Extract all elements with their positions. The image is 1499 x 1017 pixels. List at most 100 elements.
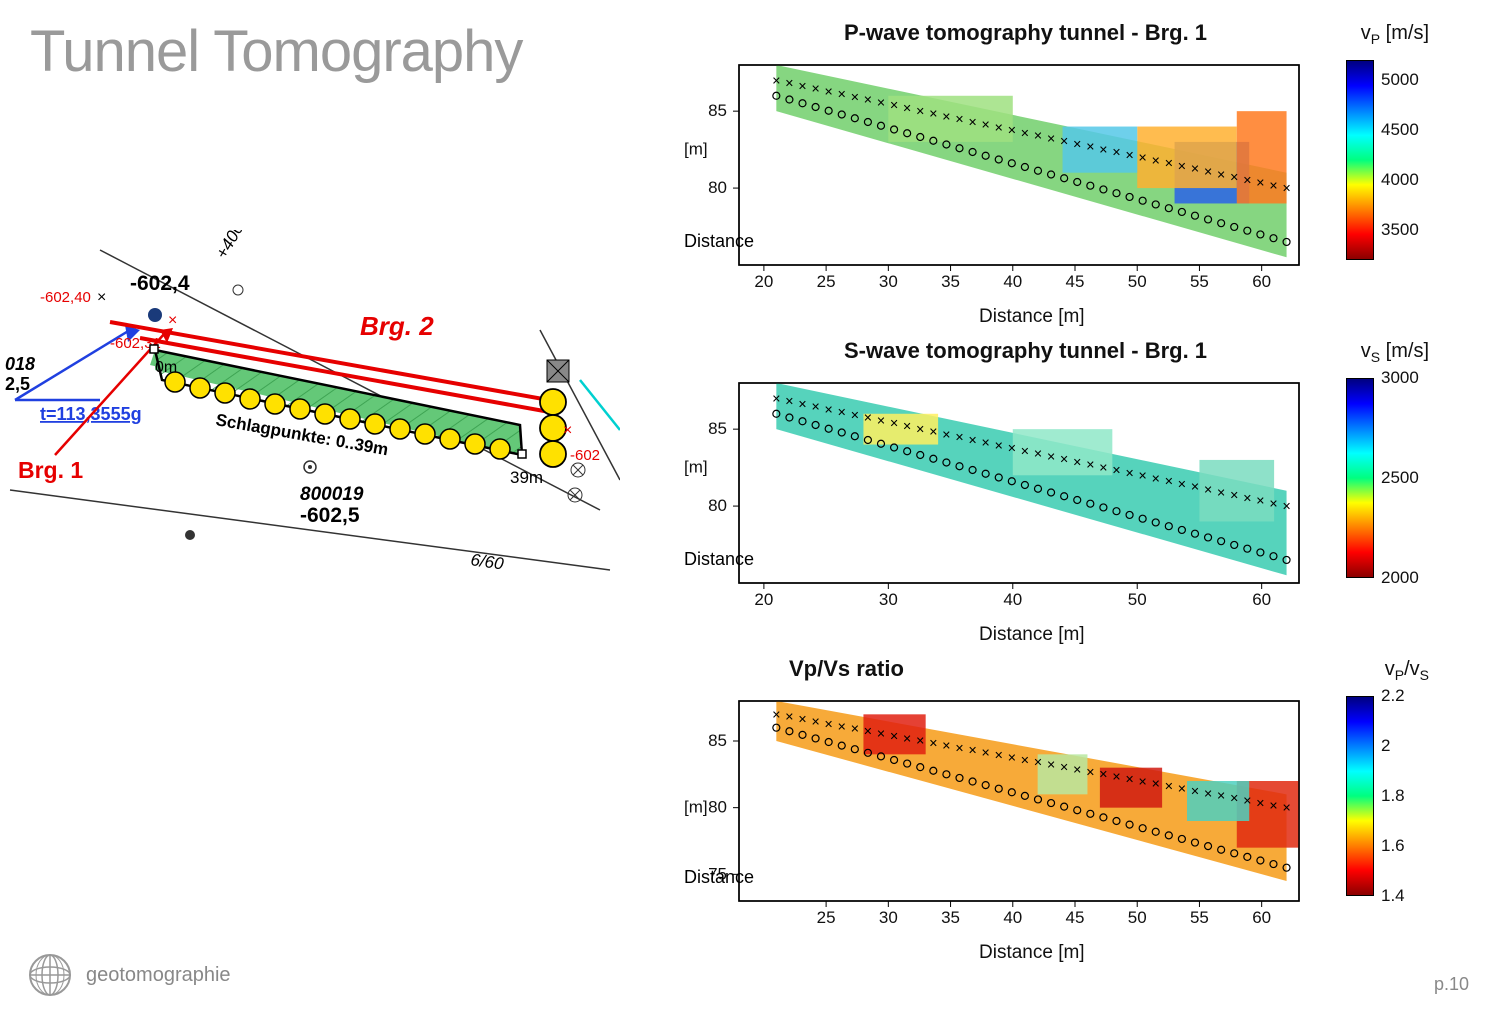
footer: geotomographie (28, 953, 231, 997)
end-marker: 39m (510, 468, 543, 487)
svg-text:✕: ✕ (863, 95, 872, 107)
svg-text:25: 25 (817, 908, 836, 927)
svg-text:20: 20 (754, 590, 773, 609)
chart-s-svg: ✕✕✕✕✕✕✕✕✕✕✕✕✕✕✕✕✕✕✕✕✕✕✕✕✕✕✕✕✕✕✕✕✕✕✕✕✕✕✕✕… (649, 368, 1329, 638)
svg-text:✕: ✕ (1190, 482, 1199, 494)
svg-text:✕: ✕ (824, 719, 833, 731)
svg-text:✕: ✕ (903, 421, 912, 433)
colorbar-p (1346, 60, 1374, 260)
svg-text:✕: ✕ (863, 726, 872, 738)
svg-text:✕: ✕ (1203, 788, 1212, 800)
svg-text:✕: ✕ (785, 396, 794, 408)
brg1-label: Brg. 1 (18, 457, 83, 483)
svg-text:✕: ✕ (1282, 183, 1291, 195)
svg-text:✕: ✕ (916, 736, 925, 748)
svg-text:✕: ✕ (1020, 446, 1029, 458)
svg-text:✕: ✕ (994, 750, 1003, 762)
svg-text:✕: ✕ (811, 402, 820, 414)
svg-text:Distance: Distance (684, 549, 754, 569)
svg-text:✕: ✕ (876, 728, 885, 740)
svg-text:✕: ✕ (772, 393, 781, 405)
svg-text:✕: ✕ (1099, 462, 1108, 474)
svg-text:✕: ✕ (1020, 128, 1029, 140)
br-id: 800019 (300, 484, 364, 505)
chart-r-title: Vp/Vs ratio (789, 656, 904, 682)
svg-text:✕: ✕ (1138, 471, 1147, 483)
chart-p-wave: P-wave tomography tunnel - Brg. 1 vP [m/… (649, 20, 1469, 330)
schematic-svg: t=113,3555g Brg. 2 Brg. 1 (0, 230, 620, 630)
svg-text:[m]: [m] (684, 798, 708, 817)
svg-text:20: 20 (754, 272, 773, 291)
cbar-label-s: vS [m/s] (1361, 340, 1429, 365)
svg-text:80: 80 (708, 798, 727, 817)
svg-text:[m]: [m] (684, 458, 708, 477)
svg-text:80: 80 (708, 496, 727, 515)
svg-text:✕: ✕ (994, 440, 1003, 452)
svg-text:×: × (168, 312, 177, 329)
svg-text:✕: ✕ (1007, 125, 1016, 137)
svg-text:✕: ✕ (1125, 150, 1134, 162)
chart-p-title: P-wave tomography tunnel - Brg. 1 (844, 20, 1207, 46)
svg-text:✕: ✕ (811, 84, 820, 96)
footer-brand: geotomographie (86, 964, 231, 987)
svg-text:✕: ✕ (1112, 772, 1121, 784)
chart-r-svg: ✕✕✕✕✕✕✕✕✕✕✕✕✕✕✕✕✕✕✕✕✕✕✕✕✕✕✕✕✕✕✕✕✕✕✕✕✕✕✕✕… (649, 686, 1329, 956)
xlabel-r: Distance [m] (979, 942, 1085, 964)
svg-text:✕: ✕ (1269, 800, 1278, 812)
page-number: p.10 (1434, 974, 1469, 995)
svg-text:✕: ✕ (1138, 776, 1147, 788)
svg-text:✕: ✕ (1112, 465, 1121, 477)
svg-text:✕: ✕ (1007, 443, 1016, 455)
svg-text:✕: ✕ (798, 81, 807, 93)
chart-p-svg: ✕✕✕✕✕✕✕✕✕✕✕✕✕✕✕✕✕✕✕✕✕✕✕✕✕✕✕✕✕✕✕✕✕✕✕✕✕✕✕✕… (649, 50, 1329, 320)
svg-text:✕: ✕ (968, 745, 977, 757)
charts-column: P-wave tomography tunnel - Brg. 1 vP [m/… (649, 20, 1469, 966)
svg-text:✕: ✕ (1190, 164, 1199, 176)
svg-text:✕: ✕ (889, 418, 898, 430)
svg-text:✕: ✕ (1125, 468, 1134, 480)
svg-text:✕: ✕ (981, 438, 990, 450)
page-title: Tunnel Tomography (30, 18, 522, 85)
svg-text:✕: ✕ (1007, 752, 1016, 764)
road-660: 6/60 (469, 550, 505, 573)
svg-text:✕: ✕ (1151, 155, 1160, 167)
svg-text:✕: ✕ (1269, 180, 1278, 192)
svg-text:✕: ✕ (1243, 175, 1252, 187)
svg-text:✕: ✕ (1256, 798, 1265, 810)
svg-text:✕: ✕ (1099, 144, 1108, 156)
plus400: +400 (212, 230, 248, 262)
svg-text:✕: ✕ (929, 109, 938, 121)
svg-text:✕: ✕ (1217, 487, 1226, 499)
svg-text:✕: ✕ (929, 738, 938, 750)
svg-text:✕: ✕ (1230, 490, 1239, 502)
svg-text:✕: ✕ (1033, 449, 1042, 461)
coord-a: 018 (5, 354, 35, 374)
svg-text:✕: ✕ (837, 407, 846, 419)
svg-text:✕: ✕ (889, 100, 898, 112)
svg-text:✕: ✕ (1177, 161, 1186, 173)
svg-text:✕: ✕ (929, 427, 938, 439)
svg-text:✕: ✕ (1151, 779, 1160, 791)
svg-text:✕: ✕ (955, 432, 964, 444)
svg-text:✕: ✕ (1060, 136, 1069, 148)
svg-text:✕: ✕ (824, 86, 833, 98)
svg-text:✕: ✕ (994, 122, 1003, 134)
svg-text:✕: ✕ (876, 415, 885, 427)
xlabel-s: Distance [m] (979, 624, 1085, 646)
svg-text:50: 50 (1128, 908, 1147, 927)
svg-text:✕: ✕ (1046, 133, 1055, 145)
svg-text:✕: ✕ (942, 429, 951, 441)
svg-text:✕: ✕ (955, 114, 964, 126)
svg-text:[m]: [m] (684, 140, 708, 159)
svg-text:✕: ✕ (1073, 764, 1082, 776)
svg-text:✕: ✕ (772, 709, 781, 721)
colorbar-ticks-s: 200025003000 (1381, 378, 1451, 578)
svg-text:30: 30 (879, 272, 898, 291)
svg-text:✕: ✕ (1138, 153, 1147, 165)
br-red: -602 (570, 447, 600, 464)
svg-text:✕: ✕ (1020, 755, 1029, 767)
svg-text:✕: ✕ (1256, 496, 1265, 508)
svg-text:✕: ✕ (1060, 454, 1069, 466)
svg-text:35: 35 (941, 272, 960, 291)
svg-text:60: 60 (1252, 908, 1271, 927)
